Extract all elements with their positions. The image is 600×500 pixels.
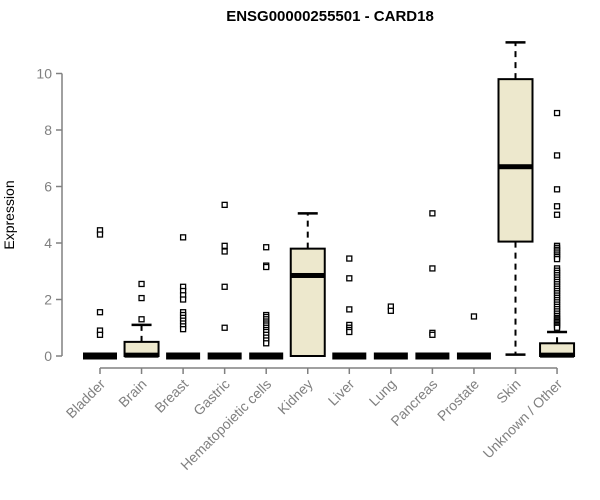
outlier-point [221, 201, 228, 209]
outlier-point [179, 326, 187, 333]
y-axis-label: Expression [1, 180, 17, 249]
x-category-label: Bladder [63, 376, 109, 422]
y-tick-label: 2 [44, 292, 52, 308]
box-prostate [456, 313, 491, 360]
outlier-point [138, 316, 145, 323]
box-skin [497, 41, 534, 356]
outlier-point [96, 331, 104, 338]
outlier-point [346, 328, 353, 336]
outlier-point [263, 244, 270, 251]
x-category-label: Unknown / Other [480, 376, 566, 462]
collapsed-box-bar [415, 352, 450, 360]
median-line [290, 272, 325, 278]
outlier-point [263, 340, 270, 347]
y-tick-label: 6 [44, 179, 52, 195]
outlier-point [96, 309, 104, 316]
outlier-point [221, 242, 228, 249]
y-tick-label: 4 [44, 235, 52, 251]
outlier-point [553, 152, 561, 159]
y-tick-label: 0 [44, 348, 52, 364]
collapsed-box-bar [373, 352, 408, 360]
x-category-label: Lung [366, 376, 399, 409]
x-category-label: Breast [151, 376, 191, 416]
outlier-point [96, 231, 104, 238]
box-unknown-other [539, 109, 576, 358]
median-line [540, 352, 575, 358]
x-category-label: Liver [325, 376, 358, 409]
collapsed-box-bar [207, 352, 242, 360]
outlier-point [346, 255, 353, 262]
y-tick-label: 8 [44, 122, 52, 138]
outlier-point [179, 296, 187, 303]
box-hematopoietic-cells [249, 244, 284, 360]
box-rect [289, 247, 326, 357]
collapsed-box-bar [332, 352, 367, 360]
collapsed-box-bar [166, 352, 201, 360]
boxes-layer [83, 41, 576, 360]
outlier-point [429, 210, 436, 217]
x-category-label: Brain [115, 376, 149, 410]
collapsed-box-bar [249, 352, 284, 360]
x-category-label: Skin [493, 376, 524, 407]
outlier-point [138, 294, 145, 302]
outlier-point [553, 203, 561, 210]
outlier-point [470, 313, 478, 320]
outlier-point [553, 211, 561, 218]
x-category-label: Kidney [274, 376, 316, 418]
box-kidney [289, 212, 326, 357]
outlier-point [138, 280, 145, 288]
outlier-point [346, 275, 353, 282]
outlier-point [429, 331, 436, 338]
outlier-point [387, 307, 395, 314]
outlier-point [553, 324, 561, 331]
outlier-point [221, 283, 228, 290]
box-breast [166, 234, 201, 360]
box-brain [123, 280, 160, 358]
collapsed-box-bar [83, 352, 117, 360]
outlier-point [221, 324, 228, 331]
outlier-point [221, 248, 228, 255]
collapsed-box-bar [456, 352, 491, 360]
median-line [124, 352, 159, 358]
x-category-label: Prostate [434, 376, 482, 424]
box-liver [332, 255, 367, 360]
outlier-point [553, 109, 561, 117]
outlier-point [179, 234, 187, 241]
box-rect [497, 78, 534, 243]
outlier-point [429, 265, 436, 272]
outlier-point [346, 306, 353, 313]
box-gastric [207, 201, 242, 360]
y-tick-label: 10 [36, 66, 52, 82]
outlier-point [553, 186, 561, 193]
chart-title: ENSG00000255501 - CARD18 [226, 8, 434, 25]
box-pancreas [415, 210, 450, 360]
box-lung [373, 303, 408, 360]
box-bladder [83, 227, 117, 360]
outlier-point [263, 263, 270, 271]
outlier-point [553, 255, 561, 263]
median-line [498, 164, 533, 170]
